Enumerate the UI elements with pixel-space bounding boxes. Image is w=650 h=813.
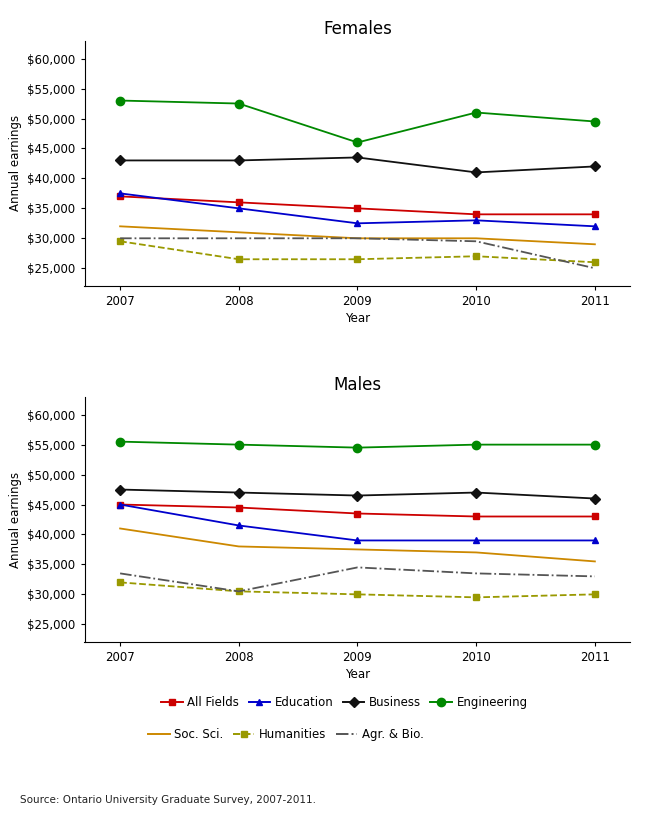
- Y-axis label: Annual earnings: Annual earnings: [8, 115, 21, 211]
- Text: Source: Ontario University Graduate Survey, 2007-2011.: Source: Ontario University Graduate Surv…: [20, 795, 315, 805]
- X-axis label: Year: Year: [345, 312, 370, 325]
- Title: Females: Females: [323, 20, 392, 37]
- Legend: Soc. Sci., Humanities, Agr. & Bio.: Soc. Sci., Humanities, Agr. & Bio.: [144, 724, 428, 746]
- Legend: All Fields, Education, Business, Engineering: All Fields, Education, Business, Enginee…: [157, 691, 532, 714]
- X-axis label: Year: Year: [345, 668, 370, 681]
- Y-axis label: Annual earnings: Annual earnings: [8, 472, 21, 567]
- Title: Males: Males: [333, 376, 382, 393]
